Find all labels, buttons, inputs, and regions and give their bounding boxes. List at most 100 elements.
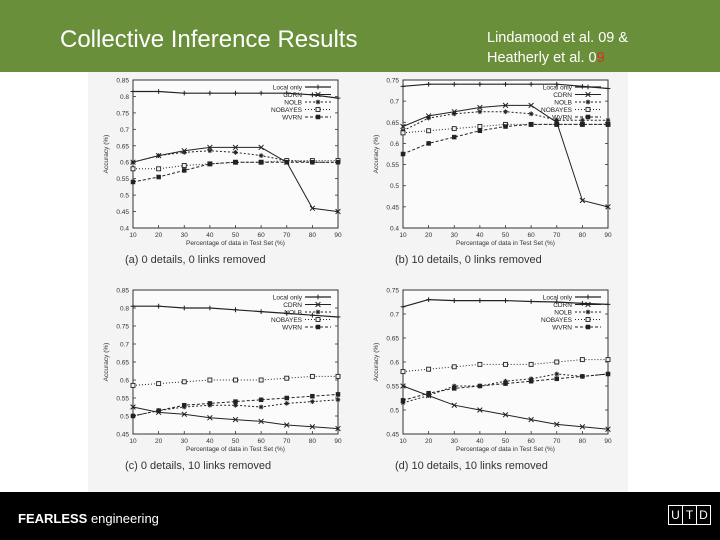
- series-point: [156, 174, 161, 180]
- chart-panel: 0.45 0.5 0.55 0.6 0.65 0.7 0.75 10 20 30 40 50 60 70 8…: [373, 288, 612, 473]
- series-point: [310, 393, 315, 399]
- series-point: [310, 159, 315, 165]
- series-point: [233, 307, 238, 313]
- x-tick-label: 90: [334, 232, 342, 239]
- series-point: [426, 141, 431, 146]
- y-tick-label: 0.75: [386, 288, 399, 295]
- series-point: [258, 144, 264, 151]
- series-point: [579, 83, 585, 89]
- y-tick-label: 0.45: [386, 432, 399, 439]
- series-point: [426, 115, 432, 121]
- series-point: [156, 381, 162, 387]
- series-point: [232, 144, 239, 151]
- x-tick-label: 60: [258, 438, 266, 445]
- series-point: [258, 309, 264, 314]
- x-axis-label: Percentage of data in Test Set (%): [456, 240, 555, 247]
- title-bar: Collective Inference Results Lindamood e…: [0, 0, 720, 72]
- series-point: [528, 122, 534, 127]
- y-tick-label: 0.65: [116, 360, 129, 367]
- series-point: [335, 397, 341, 403]
- series-point: [477, 124, 483, 129]
- series-point: [335, 392, 341, 397]
- x-tick-label: 70: [283, 232, 291, 239]
- series-point: [309, 399, 315, 404]
- legend-label: NOBAYES: [271, 317, 303, 324]
- series-point: [451, 81, 457, 87]
- y-tick-label: 0.5: [120, 193, 129, 200]
- x-tick-label: 30: [181, 438, 189, 445]
- y-tick-label: 0.5: [390, 183, 399, 190]
- series-point: [400, 130, 406, 136]
- series-point: [426, 393, 432, 398]
- series-point: [451, 364, 457, 370]
- series-point: [315, 309, 321, 315]
- series-point: [309, 424, 316, 430]
- series-point: [477, 81, 483, 87]
- x-tick-label: 90: [334, 438, 342, 445]
- series-point: [528, 111, 534, 117]
- x-tick-label: 50: [502, 232, 510, 239]
- x-tick-label: 90: [604, 438, 612, 445]
- citation: Lindamood et al. 09 & Heatherly et al. 0…: [487, 28, 628, 68]
- series-point: [528, 81, 534, 87]
- citation-line-1: Lindamood et al. 09 &: [487, 30, 629, 46]
- series-point: [554, 371, 560, 377]
- chart-caption: (c) 0 details, 10 links removed: [125, 460, 271, 472]
- series-point: [605, 426, 611, 432]
- series-point: [156, 153, 162, 159]
- series-point: [451, 298, 457, 303]
- series-point: [156, 408, 161, 413]
- x-axis-label: Percentage of data in Test Set (%): [186, 240, 285, 247]
- utd-logo-letter: U: [669, 506, 683, 524]
- legend-label: WVRN: [282, 324, 302, 331]
- series-point: [400, 398, 406, 403]
- y-tick-label: 0.6: [120, 378, 129, 385]
- x-tick-label: 60: [528, 438, 536, 445]
- series-point: [258, 159, 264, 165]
- series-point: [451, 383, 457, 389]
- series-point: [579, 357, 585, 363]
- series-point: [258, 404, 264, 410]
- series-point: [528, 299, 534, 304]
- series-point: [477, 104, 483, 111]
- series-point: [315, 114, 321, 120]
- series-point: [426, 390, 431, 396]
- data-series: [400, 109, 611, 134]
- x-tick-label: 70: [553, 438, 561, 445]
- x-tick-label: 20: [155, 438, 163, 445]
- data-series: [400, 81, 611, 91]
- x-tick-label: 70: [283, 438, 291, 445]
- legend-label: Local only: [273, 84, 303, 91]
- y-tick-label: 0.7: [390, 312, 399, 319]
- y-tick-label: 0.55: [116, 176, 129, 183]
- series-point: [315, 99, 321, 105]
- y-tick-label: 0.75: [386, 78, 399, 85]
- legend-label: CDRN: [553, 302, 572, 309]
- series-point: [335, 95, 341, 101]
- series-point: [284, 311, 290, 316]
- series-point: [156, 89, 162, 94]
- series-point: [503, 109, 508, 115]
- series-point: [315, 294, 321, 300]
- series-point: [477, 128, 483, 133]
- y-axis-label: Accuracy (%): [103, 135, 110, 174]
- data-series: [400, 122, 611, 157]
- y-tick-label: 0.85: [116, 78, 129, 85]
- series-point: [233, 399, 238, 404]
- series-point: [585, 309, 591, 315]
- y-tick-label: 0.45: [116, 432, 129, 439]
- series-point: [207, 90, 213, 96]
- series-point: [554, 81, 560, 87]
- x-tick-label: 20: [425, 232, 433, 239]
- series-point: [400, 304, 406, 310]
- y-tick-label: 0.45: [116, 209, 129, 216]
- series-point: [400, 400, 406, 406]
- series-point: [426, 366, 432, 372]
- series-point: [579, 197, 586, 204]
- series-point: [309, 312, 315, 318]
- chart-caption: (b) 10 details, 0 links removed: [395, 254, 542, 266]
- x-tick-label: 90: [604, 232, 612, 239]
- series-line: [402, 373, 609, 401]
- legend-label: CDRN: [553, 92, 572, 99]
